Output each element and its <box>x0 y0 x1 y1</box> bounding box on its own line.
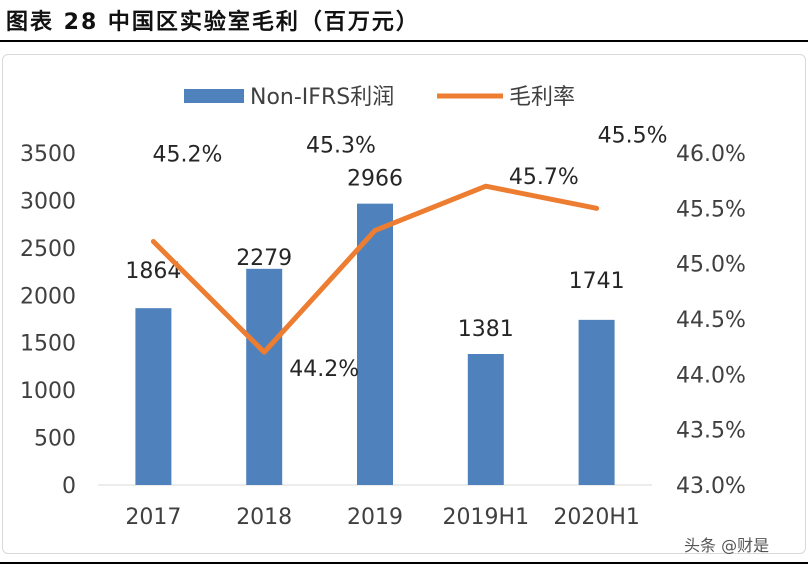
y-right-tick-label: 43.5% <box>676 419 746 444</box>
watermark: 头条 @财是 <box>684 536 770 555</box>
x-tick-label: 2018 <box>236 505 292 530</box>
y-left-tick-label: 500 <box>34 427 76 452</box>
line-data-label: 45.2% <box>152 143 222 168</box>
x-tick-label: 2020H1 <box>553 505 640 530</box>
y-right-tick-label: 45.0% <box>676 253 746 278</box>
legend-bar-swatch <box>184 89 244 103</box>
figure-title: 图表 28 中国区实验室毛利（百万元） <box>6 10 420 35</box>
y-left-tick-label: 3000 <box>20 189 76 214</box>
x-tick-label: 2017 <box>125 505 181 530</box>
bar-data-label: 1741 <box>569 269 625 294</box>
bar <box>135 308 172 485</box>
line-data-label: 44.2% <box>289 357 359 382</box>
y-left-tick-label: 2500 <box>20 237 76 262</box>
legend-line-label: 毛利率 <box>509 85 575 110</box>
y-left-tick-label: 0 <box>62 474 76 499</box>
line-series <box>150 183 600 355</box>
y-left-tick-label: 3500 <box>20 142 76 167</box>
title-rule <box>0 40 808 42</box>
bar <box>467 354 504 485</box>
line-data-label: 45.5% <box>598 123 668 148</box>
bar <box>246 268 283 485</box>
y-right-tick-label: 43.0% <box>676 474 746 499</box>
y-right-tick-label: 45.5% <box>676 197 746 222</box>
bar-data-label: 2966 <box>347 167 403 192</box>
bar <box>578 319 615 485</box>
y-right-tick-label: 44.0% <box>676 363 746 388</box>
y-right-tick-label: 46.0% <box>676 142 746 167</box>
y-left-tick-label: 1500 <box>20 332 76 357</box>
bottom-rule <box>0 562 808 564</box>
bar-data-label: 1381 <box>458 317 514 342</box>
bar <box>357 203 393 485</box>
x-tick-label: 2019H1 <box>443 505 530 530</box>
line-data-label: 45.3% <box>306 133 376 158</box>
chart-frame <box>2 54 806 554</box>
bar-data-label: 2279 <box>236 246 292 271</box>
y-left-tick-label: 1000 <box>20 379 76 404</box>
line-data-label: 45.7% <box>509 165 579 190</box>
legend-bar-label: Non-IFRS利润 <box>250 85 394 110</box>
x-tick-label: 2019 <box>347 505 403 530</box>
y-right-tick-label: 44.5% <box>676 308 746 333</box>
y-left-tick-label: 2000 <box>20 284 76 309</box>
